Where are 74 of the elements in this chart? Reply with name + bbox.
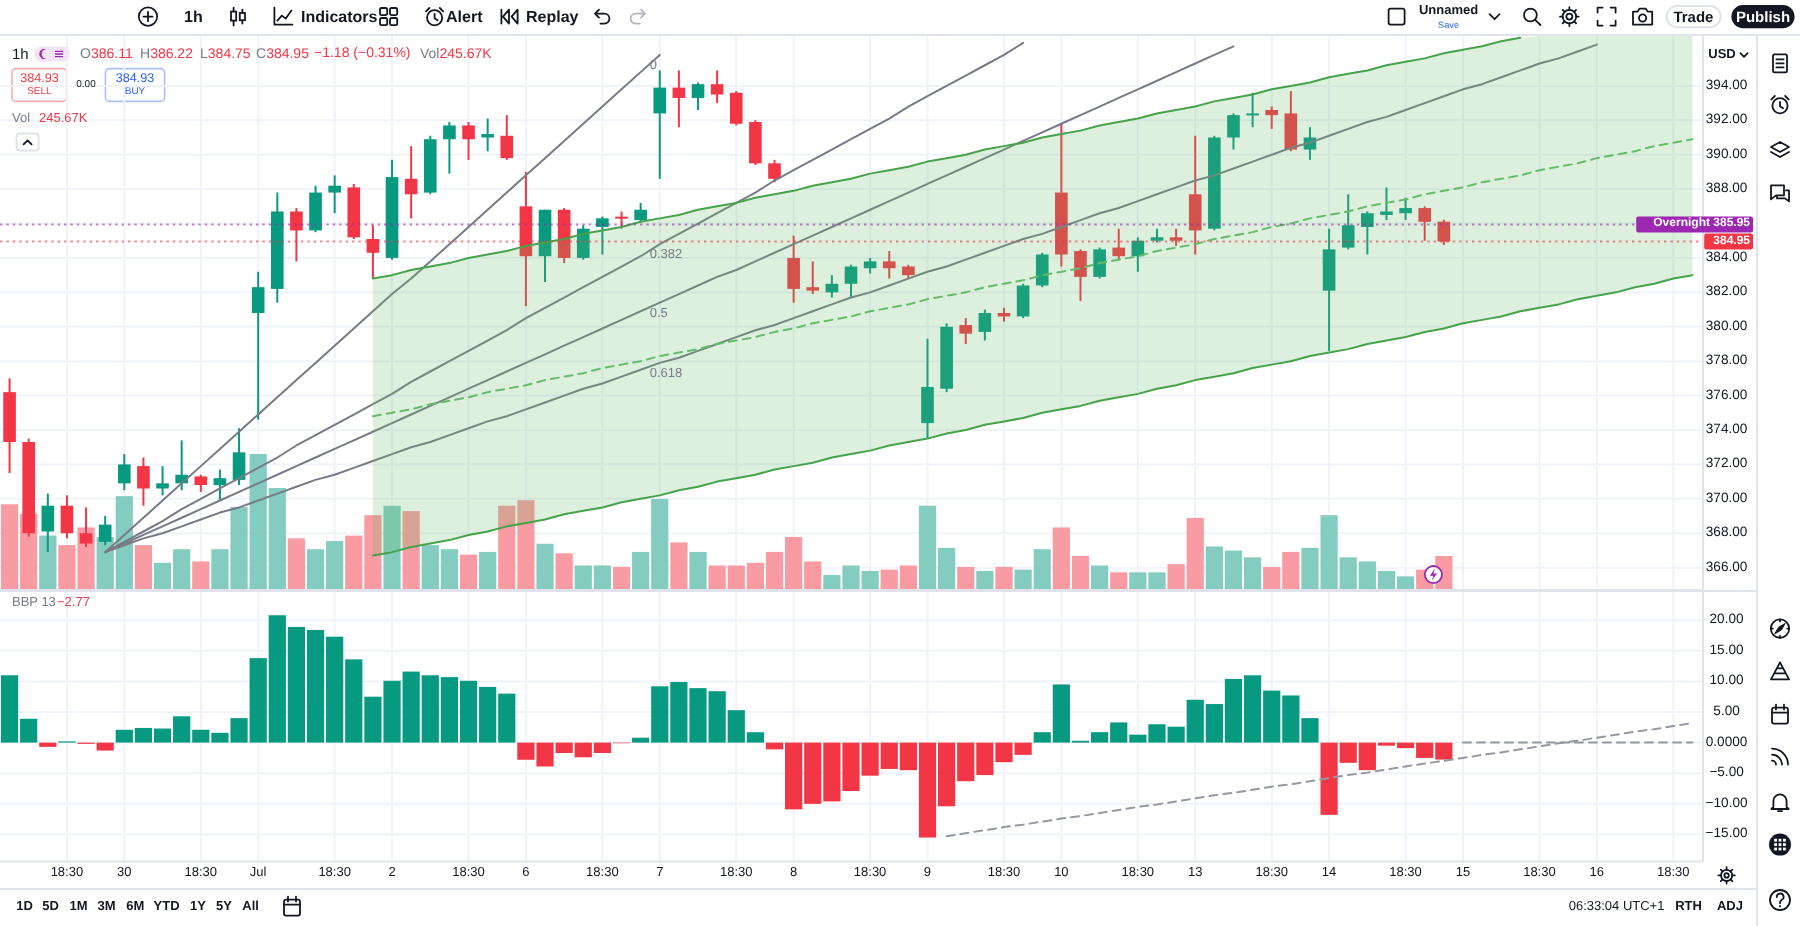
candlestick <box>137 456 150 507</box>
candlestick <box>672 69 686 129</box>
candlestick <box>634 201 647 223</box>
candlestick <box>251 270 265 421</box>
candlestick <box>117 453 131 492</box>
candlestick <box>806 260 820 296</box>
candlestick <box>921 337 934 440</box>
bar <box>459 554 478 590</box>
bar <box>1110 572 1128 590</box>
bar <box>287 538 306 590</box>
candlestick <box>232 427 246 487</box>
candlestick <box>1016 282 1030 320</box>
bar <box>995 566 1013 590</box>
text: 1h <box>184 7 203 26</box>
candlestick <box>959 317 973 345</box>
candlestick <box>500 114 514 161</box>
candlestick <box>1035 251 1049 289</box>
bar <box>670 542 688 590</box>
candlestick <box>1380 186 1393 222</box>
text: Indicators <box>301 7 379 26</box>
bar <box>192 561 210 590</box>
candlestick <box>978 308 992 342</box>
candlestick <box>1361 210 1374 256</box>
candlestick <box>1227 112 1240 151</box>
candlestick <box>1246 91 1259 129</box>
candlestick <box>1188 134 1202 256</box>
candlestick <box>462 121 475 161</box>
candlestick <box>481 117 494 153</box>
candlestick <box>213 468 227 502</box>
candlestick <box>1399 196 1412 222</box>
candlestick <box>443 121 456 175</box>
candlestick <box>1284 90 1298 153</box>
bar <box>383 505 401 590</box>
candlestick <box>366 224 380 280</box>
candlestick <box>1112 227 1126 261</box>
candlestick <box>710 69 724 105</box>
candlestick <box>1437 218 1451 247</box>
candlestick <box>596 215 609 256</box>
candlestick <box>1322 227 1336 352</box>
candlestick <box>787 234 800 304</box>
bar <box>1091 565 1109 590</box>
text: Replay <box>526 7 580 26</box>
candlestick <box>844 263 858 299</box>
candlestick <box>749 119 762 167</box>
candlestick <box>404 145 418 220</box>
text: Alert <box>446 7 484 26</box>
candlestick <box>328 174 341 215</box>
bar <box>976 570 994 590</box>
candlestick <box>290 207 303 263</box>
candlestick <box>729 90 743 127</box>
candlestick <box>691 81 705 111</box>
candlestick <box>1074 248 1087 302</box>
candlestick <box>1418 205 1432 242</box>
bar <box>39 535 57 590</box>
candlestick <box>576 224 590 261</box>
candlestick <box>1093 246 1106 280</box>
candlestick <box>60 494 74 540</box>
bar <box>957 566 975 590</box>
bar <box>536 543 554 590</box>
candlestick <box>309 184 322 234</box>
bar <box>402 511 420 590</box>
line-series <box>945 722 1694 838</box>
bar <box>479 551 497 590</box>
candlestick <box>1265 105 1279 130</box>
candlestick <box>156 465 169 497</box>
bar <box>134 545 153 590</box>
bar <box>612 566 631 590</box>
candlestick <box>768 158 781 184</box>
candlestick <box>882 250 896 280</box>
candlestick <box>653 69 667 180</box>
candlestick <box>538 208 552 284</box>
candlestick <box>1341 193 1355 251</box>
bar <box>555 553 573 590</box>
bar <box>689 551 707 590</box>
